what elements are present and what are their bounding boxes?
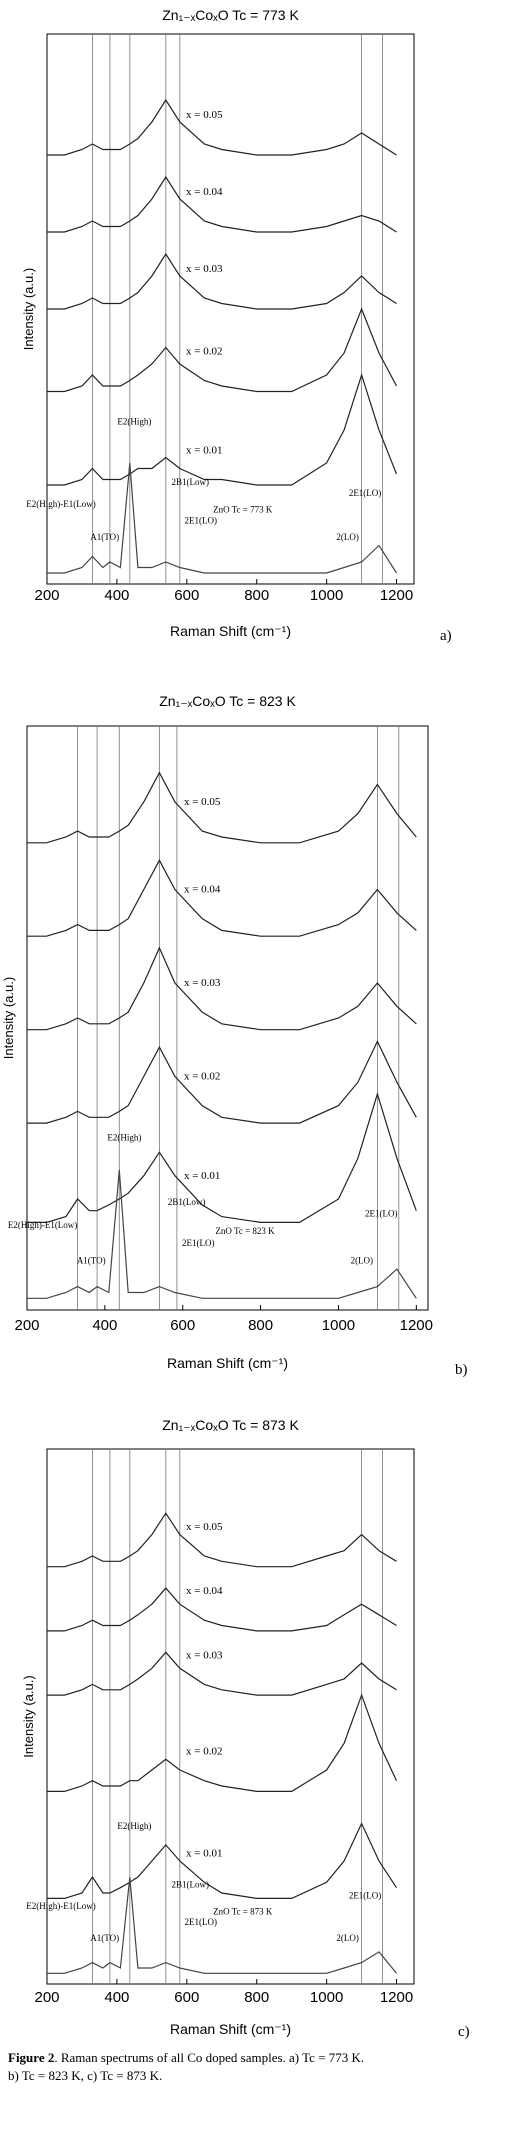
peak-annotation: E2(High)-E1(Low) — [26, 499, 95, 509]
x-tick-label: 1200 — [400, 1317, 433, 1334]
y-axis-label: Intensity (a.u.) — [1, 977, 16, 1059]
spectrum-line — [27, 859, 417, 937]
panel-label: b) — [455, 1362, 468, 1378]
spectrum-line — [27, 1091, 417, 1223]
spectrum-line — [47, 307, 398, 393]
series-label: x = 0.05 — [184, 796, 221, 808]
x-axis-label: Raman Shift (cm⁻¹) — [167, 1355, 288, 1371]
x-axis-label: Raman Shift (cm⁻¹) — [170, 2021, 291, 2037]
spectrum-line — [47, 1512, 397, 1568]
caption-label: Figure 2 — [8, 2050, 54, 2065]
plot-frame — [46, 33, 415, 585]
x-axis-label: Raman Shift (cm⁻¹) — [170, 623, 291, 639]
peak-annotation: A1(TO) — [90, 1933, 119, 1943]
spectrum-line — [27, 1169, 417, 1299]
x-tick-label: 1000 — [310, 587, 343, 604]
peak-annotation: 2B1(Low) — [172, 1880, 210, 1890]
caption-text: b) Tc = 823 K, c) Tc = 873 K. — [8, 2068, 162, 2083]
spectrum-line — [47, 252, 397, 310]
x-tick-label: 1200 — [380, 1989, 413, 2006]
series-label: x = 0.05 — [186, 109, 223, 121]
peak-annotation: A1(TO) — [90, 532, 119, 542]
plot-frame — [26, 725, 429, 1311]
plot-frame — [46, 1448, 415, 1985]
x-tick-label: 400 — [104, 1989, 129, 2006]
peak-annotation: E2(High) — [117, 417, 151, 427]
spectrum-line — [27, 1040, 417, 1124]
x-tick-label: 800 — [244, 1989, 269, 2006]
peak-annotation: E2(High) — [107, 1133, 141, 1143]
panel-label: a) — [440, 628, 452, 644]
spectrum-line — [47, 175, 397, 233]
spectrum-line — [27, 946, 417, 1031]
series-label: x = 0.04 — [184, 884, 221, 896]
series-label: x = 0.03 — [186, 263, 223, 275]
spectrum-line — [47, 1822, 398, 1899]
x-tick-label: 800 — [248, 1317, 273, 1334]
x-tick-label: 1000 — [322, 1317, 355, 1334]
spectrum-line — [27, 771, 417, 844]
spectrum-line — [47, 462, 398, 574]
x-tick-label: 200 — [34, 587, 59, 604]
spectrum-line — [47, 1693, 398, 1792]
x-tick-label: 1200 — [380, 587, 413, 604]
peak-annotation: E2(High) — [117, 1821, 151, 1831]
peak-annotation: ZnO Tc = 773 K — [213, 505, 273, 515]
series-label: x = 0.01 — [186, 1847, 222, 1859]
peak-annotation: A1(TO) — [77, 1255, 106, 1265]
peak-annotation: 2B1(Low) — [168, 1197, 206, 1207]
peak-annotation: 2B1(Low) — [172, 477, 210, 487]
peak-annotation: 2E1(LO) — [185, 1917, 218, 1927]
x-tick-label: 1000 — [310, 1989, 343, 2006]
peak-annotation: 2E1(LO) — [349, 1890, 382, 1900]
series-label: x = 0.03 — [186, 1649, 223, 1661]
series-label: x = 0.04 — [186, 1585, 223, 1597]
series-label: x = 0.02 — [186, 346, 222, 358]
series-label: x = 0.01 — [184, 1170, 220, 1182]
peak-annotation: 2(LO) — [336, 532, 359, 542]
series-label: x = 0.02 — [186, 1746, 222, 1758]
x-tick-label: 400 — [92, 1317, 117, 1334]
peak-annotation: 2(LO) — [336, 1933, 359, 1943]
peak-annotation: 2E1(LO) — [182, 1238, 215, 1248]
series-label: x = 0.01 — [186, 445, 222, 457]
x-tick-label: 600 — [174, 1989, 199, 2006]
spectrum-line — [47, 373, 398, 486]
spectrum-line — [47, 1651, 397, 1696]
spectrum-line — [47, 98, 397, 156]
peak-annotation: E2(High)-E1(Low) — [26, 1901, 95, 1911]
spectrum-line — [47, 1587, 397, 1632]
peak-annotation: 2(LO) — [351, 1255, 374, 1265]
chart-title: Zn₁₋ₓCoₓO Tc = 773 K — [162, 7, 299, 23]
peak-annotation: 2E1(LO) — [365, 1209, 398, 1219]
x-tick-label: 600 — [174, 587, 199, 604]
peak-annotation: ZnO Tc = 823 K — [215, 1226, 275, 1236]
series-label: x = 0.04 — [186, 186, 223, 198]
peak-annotation: E2(High)-E1(Low) — [8, 1220, 77, 1230]
x-tick-label: 800 — [244, 587, 269, 604]
chart-title: Zn₁₋ₓCoₓO Tc = 873 K — [162, 1417, 299, 1433]
peak-annotation: 2E1(LO) — [185, 516, 218, 526]
series-label: x = 0.02 — [184, 1071, 220, 1083]
series-label: x = 0.03 — [184, 977, 221, 989]
x-tick-label: 400 — [104, 587, 129, 604]
caption: Figure 2. Raman spectrums of all Co dope… — [8, 2050, 364, 2065]
x-tick-label: 600 — [170, 1317, 195, 1334]
x-tick-label: 200 — [34, 1989, 59, 2006]
chart-title: Zn₁₋ₓCoₓO Tc = 823 K — [159, 693, 296, 709]
y-axis-label: Intensity (a.u.) — [21, 268, 36, 350]
caption-text: . Raman spectrums of all Co doped sample… — [54, 2050, 364, 2065]
series-label: x = 0.05 — [186, 1521, 223, 1533]
peak-annotation: 2E1(LO) — [349, 488, 382, 498]
x-tick-label: 200 — [14, 1317, 39, 1334]
panel-label: c) — [458, 2024, 470, 2040]
y-axis-label: Intensity (a.u.) — [21, 1675, 36, 1757]
spectrum-line — [47, 1876, 397, 1974]
peak-annotation: ZnO Tc = 873 K — [213, 1906, 273, 1916]
